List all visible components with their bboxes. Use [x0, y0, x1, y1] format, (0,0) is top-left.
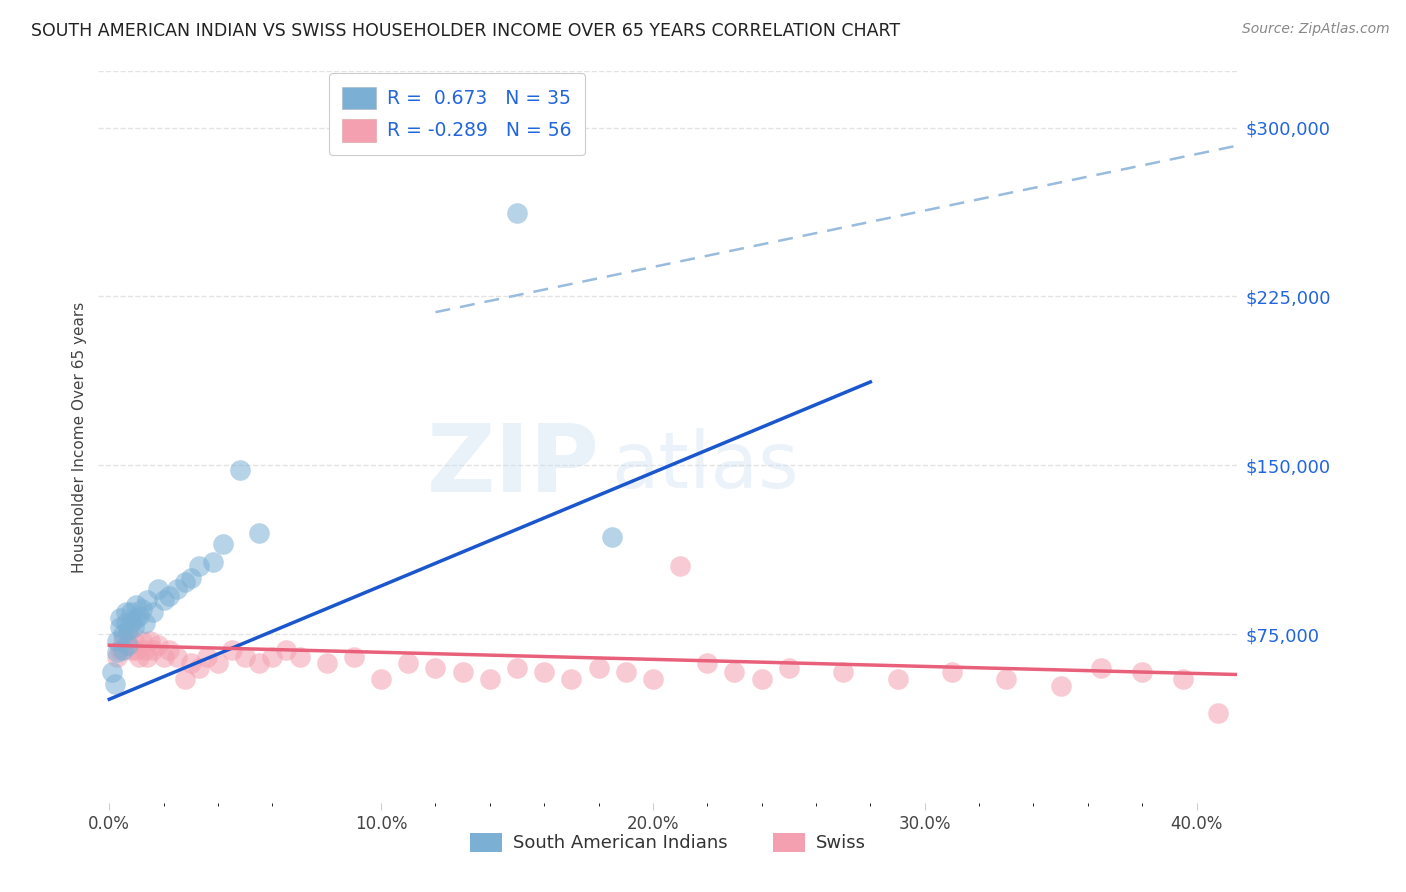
Point — [533, 665, 555, 680]
Point — [122, 633, 145, 648]
Point — [142, 605, 165, 619]
Point — [751, 672, 773, 686]
Point — [669, 559, 692, 574]
Point — [104, 676, 127, 690]
Point — [600, 530, 623, 544]
Point — [157, 642, 180, 657]
Point — [152, 593, 174, 607]
Point — [122, 620, 145, 634]
Point — [247, 525, 270, 540]
Point — [262, 649, 284, 664]
Point — [832, 665, 855, 680]
Point — [696, 657, 718, 671]
Point — [180, 571, 202, 585]
Point — [995, 672, 1018, 686]
Point — [157, 589, 180, 603]
Point — [120, 605, 142, 619]
Point — [233, 649, 256, 664]
Point — [188, 661, 211, 675]
Point — [134, 615, 156, 630]
Point — [152, 649, 174, 664]
Point — [560, 672, 582, 686]
Point — [723, 665, 745, 680]
Text: ZIP: ZIP — [426, 420, 599, 512]
Point — [131, 633, 153, 648]
Point — [136, 593, 159, 607]
Point — [166, 582, 188, 596]
Point — [111, 627, 134, 641]
Point — [288, 649, 311, 664]
Point — [451, 665, 474, 680]
Point — [1171, 672, 1194, 686]
Point — [107, 649, 129, 664]
Point — [396, 657, 419, 671]
Text: atlas: atlas — [612, 428, 799, 504]
Point — [174, 672, 197, 686]
Point — [108, 611, 131, 625]
Point — [125, 611, 148, 625]
Point — [114, 615, 136, 630]
Point — [588, 661, 610, 675]
Point — [117, 623, 139, 637]
Point — [117, 638, 139, 652]
Point — [614, 665, 637, 680]
Point — [229, 463, 252, 477]
Point — [148, 638, 170, 652]
Point — [131, 602, 153, 616]
Point — [142, 642, 165, 657]
Point — [343, 649, 366, 664]
Point — [148, 582, 170, 596]
Point — [120, 642, 142, 657]
Point — [107, 645, 129, 659]
Point — [174, 575, 197, 590]
Point — [101, 665, 124, 680]
Point — [111, 642, 134, 657]
Point — [1049, 679, 1071, 693]
Point — [128, 649, 150, 664]
Point — [315, 657, 337, 671]
Point — [117, 627, 139, 641]
Y-axis label: Householder Income Over 65 years: Householder Income Over 65 years — [72, 301, 87, 573]
Point — [125, 642, 148, 657]
Point — [506, 661, 529, 675]
Text: Source: ZipAtlas.com: Source: ZipAtlas.com — [1241, 22, 1389, 37]
Point — [641, 672, 664, 686]
Point — [370, 672, 392, 686]
Point — [941, 665, 963, 680]
Point — [120, 615, 142, 630]
Point — [125, 598, 148, 612]
Point — [886, 672, 908, 686]
Point — [166, 649, 188, 664]
Point — [114, 638, 136, 652]
Point — [188, 559, 211, 574]
Point — [180, 657, 202, 671]
Point — [1090, 661, 1112, 675]
Point — [1130, 665, 1153, 680]
Text: SOUTH AMERICAN INDIAN VS SWISS HOUSEHOLDER INCOME OVER 65 YEARS CORRELATION CHAR: SOUTH AMERICAN INDIAN VS SWISS HOUSEHOLD… — [31, 22, 900, 40]
Point — [221, 642, 243, 657]
Legend: South American Indians, Swiss: South American Indians, Swiss — [463, 826, 873, 860]
Point — [111, 633, 134, 648]
Point — [1206, 706, 1229, 720]
Point — [778, 661, 800, 675]
Point — [212, 537, 235, 551]
Point — [139, 633, 162, 648]
Point — [247, 657, 270, 671]
Point — [134, 642, 156, 657]
Point — [114, 605, 136, 619]
Point — [207, 657, 229, 671]
Point — [108, 642, 131, 657]
Point — [108, 620, 131, 634]
Point — [128, 609, 150, 624]
Point — [107, 633, 129, 648]
Point — [425, 661, 447, 675]
Point — [136, 649, 159, 664]
Point — [478, 672, 501, 686]
Point — [506, 206, 529, 220]
Point — [274, 642, 297, 657]
Point — [195, 649, 218, 664]
Point — [201, 555, 224, 569]
